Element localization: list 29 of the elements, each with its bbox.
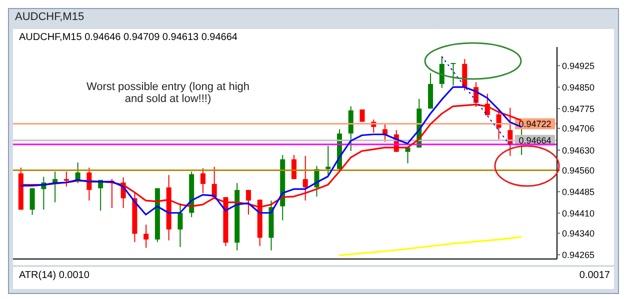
candlestick xyxy=(64,171,69,188)
line-series xyxy=(338,236,522,256)
candlestick xyxy=(439,56,444,88)
candlestick xyxy=(360,108,365,122)
candlestick xyxy=(30,188,35,216)
candlestick xyxy=(200,168,206,194)
y-tick-label: 0.94630 xyxy=(562,145,595,156)
candlestick xyxy=(302,155,308,202)
y-tick-label: 0.94706 xyxy=(562,124,595,134)
chart-subtitle: AUDCHF,M15 0.94646 0.94709 0.94613 0.94664 xyxy=(19,32,238,43)
candlestick xyxy=(348,106,354,152)
y-tick-label: 0.94775 xyxy=(562,104,595,114)
y-tick-label: 0.94560 xyxy=(562,165,595,176)
y-tick-label: 0.94340 xyxy=(562,228,595,238)
candlestick xyxy=(450,62,456,86)
ref-line-label: 0.94664 xyxy=(518,135,552,146)
y-tick-label: 0.94850 xyxy=(562,82,595,92)
y-tick-label: 0.94265 xyxy=(562,250,595,260)
candlestick xyxy=(178,202,183,248)
chart-title: AUDCHF,M15 xyxy=(14,10,86,25)
candlestick xyxy=(52,171,58,203)
text: 0.0017 xyxy=(579,270,610,281)
ref-line-label: 0.94722 xyxy=(518,118,552,129)
y-tick-label: 0.94925 xyxy=(562,60,595,71)
y-tick-label: 0.94410 xyxy=(562,208,595,218)
y-tick-label: 0.94485 xyxy=(562,186,595,197)
text: ATR(14) 0.0010 xyxy=(19,270,90,281)
candlestick xyxy=(144,224,149,248)
annotation: Worst possible entry (long at high and sold at low!!!) xyxy=(85,81,251,105)
